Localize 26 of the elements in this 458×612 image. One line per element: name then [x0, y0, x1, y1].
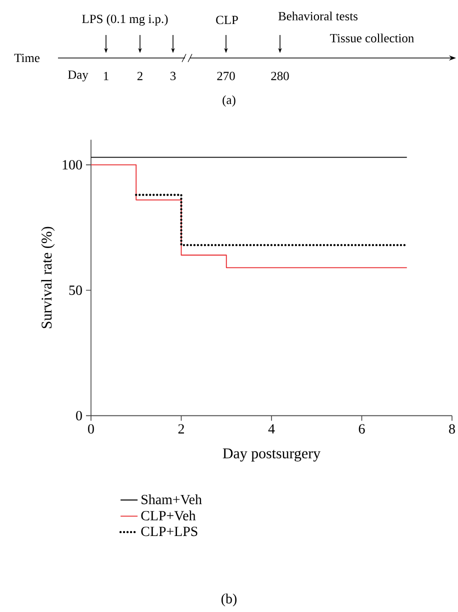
legend-label: Sham+Veh [142, 494, 202, 504]
x-axis-title: Day postsurgery [222, 448, 320, 462]
text: CLP [216, 16, 238, 24]
legend-label: CLP+LPS [141, 526, 198, 536]
category-label: 3 [170, 72, 176, 80]
y-tick-label: 50 [69, 286, 82, 295]
x-tick-label: 8 [449, 424, 455, 434]
text: Time [14, 54, 40, 62]
y-axis-title: Survival rate (%) [41, 226, 55, 328]
x-tick-label: 6 [358, 424, 365, 434]
x-tick-label: 2 [178, 424, 184, 434]
category-label: 270 [217, 72, 235, 80]
legend-label: CLP+Veh [141, 510, 196, 520]
category-label: 2 [137, 72, 142, 80]
text: Behavioral tests [278, 12, 358, 20]
x-tick-label: 4 [268, 424, 275, 434]
text: (a) [222, 95, 236, 107]
y-tick-label: 0 [76, 410, 82, 420]
x-tick-label: 0 [88, 424, 94, 434]
text: (b) [221, 594, 237, 606]
category-label: 280 [271, 72, 289, 80]
category-label: 1 [104, 72, 108, 80]
text: Day [68, 70, 88, 82]
text: Tissue collection [330, 34, 414, 42]
text: LPS (0.1 mg i.p.) [82, 14, 168, 26]
y-tick-label: 100 [62, 160, 82, 170]
